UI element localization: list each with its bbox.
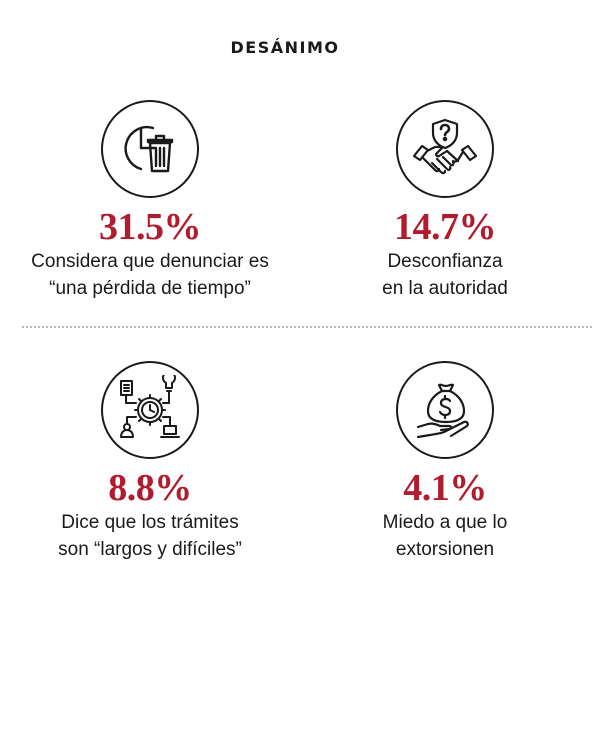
stat-value: 8.8%	[108, 467, 192, 509]
stat-description-line: son “largos y difíciles”	[58, 539, 242, 560]
stat-value: 14.7%	[394, 206, 497, 248]
stat-description-line: extorsionen	[395, 539, 495, 560]
stat-description-line: Dice que los trámites	[61, 512, 239, 533]
stat-card-long-procedures: 8.8% Dice que los trámites son “largos y…	[0, 361, 300, 563]
icon-circle	[101, 100, 199, 198]
stat-description: Dice que los trámites son “largos y difí…	[0, 509, 300, 563]
stat-value: 4.1%	[403, 467, 487, 509]
stat-value: 31.5%	[99, 206, 202, 248]
clock-trash-icon	[124, 125, 174, 173]
icon-circle	[396, 100, 494, 198]
stat-description: Considera que denunciar es “una pérdida …	[0, 248, 300, 302]
stat-description-line: Considera que denunciar es	[31, 251, 269, 272]
stat-card-distrust: 14.7% Desconfianza en la autoridad	[295, 100, 595, 302]
stat-description: Miedo a que lo extorsionen	[295, 509, 595, 563]
icon-circle	[396, 361, 494, 459]
dotted-divider	[22, 326, 592, 328]
stat-description: Desconfianza en la autoridad	[295, 248, 595, 302]
stat-description-line: Desconfianza	[387, 251, 503, 272]
stat-card-extortion: 4.1% Miedo a que lo extorsionen	[295, 361, 595, 563]
section-title: DESÁNIMO	[230, 38, 340, 57]
stat-description-line: Miedo a que lo	[382, 512, 508, 533]
stat-description-line: en la autoridad	[382, 278, 508, 299]
stat-card-lost-time: 31.5% Considera que denunciar es “una pé…	[0, 100, 300, 302]
stat-description-line: “una pérdida de tiempo”	[49, 278, 251, 299]
money-bag-hand-icon	[416, 383, 469, 439]
handshake-shield-question-icon	[412, 118, 478, 175]
icon-circle	[101, 361, 199, 459]
process-gear-icon	[120, 375, 180, 438]
